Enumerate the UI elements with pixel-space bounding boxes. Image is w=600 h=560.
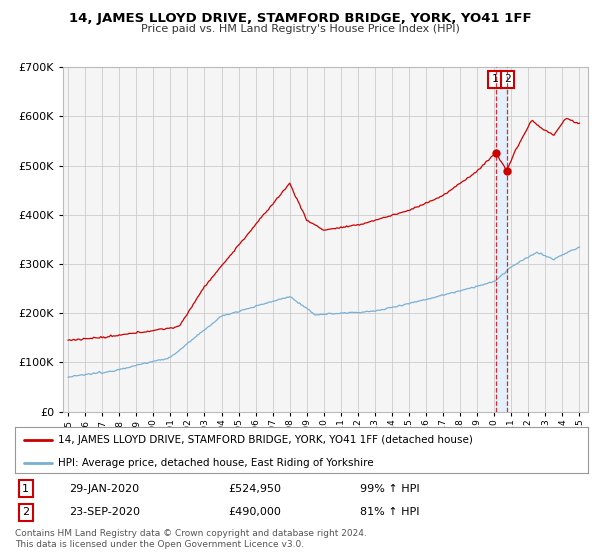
Bar [496,67,506,412]
Text: 23-SEP-2020: 23-SEP-2020 [69,507,140,517]
Text: Contains HM Land Registry data © Crown copyright and database right 2024.: Contains HM Land Registry data © Crown c… [15,529,367,538]
Text: 2: 2 [504,74,511,85]
Text: 14, JAMES LLOYD DRIVE, STAMFORD BRIDGE, YORK, YO41 1FF (detached house): 14, JAMES LLOYD DRIVE, STAMFORD BRIDGE, … [58,435,473,445]
Text: This data is licensed under the Open Government Licence v3.0.: This data is licensed under the Open Gov… [15,540,304,549]
Text: Price paid vs. HM Land Registry's House Price Index (HPI): Price paid vs. HM Land Registry's House … [140,24,460,34]
Text: £490,000: £490,000 [228,507,281,517]
Text: 29-JAN-2020: 29-JAN-2020 [69,484,139,494]
Text: 99% ↑ HPI: 99% ↑ HPI [360,484,419,494]
Text: 1: 1 [491,74,498,85]
Text: 2: 2 [22,507,29,517]
Text: 14, JAMES LLOYD DRIVE, STAMFORD BRIDGE, YORK, YO41 1FF: 14, JAMES LLOYD DRIVE, STAMFORD BRIDGE, … [68,12,532,25]
Text: 81% ↑ HPI: 81% ↑ HPI [360,507,419,517]
Text: 1: 1 [22,484,29,494]
Text: £524,950: £524,950 [228,484,281,494]
Text: HPI: Average price, detached house, East Riding of Yorkshire: HPI: Average price, detached house, East… [58,458,374,468]
